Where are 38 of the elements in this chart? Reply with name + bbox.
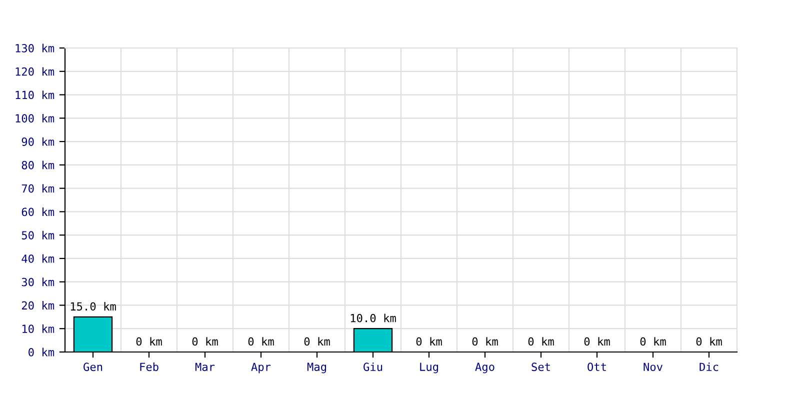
x-tick-label: Dic [700,362,718,372]
data-label: 15.0 km [70,302,116,311]
y-tick-label: 30 km [22,278,54,286]
x-tick-label: Ago [475,362,494,374]
x-tick-label: Feb [140,362,158,372]
y-tick-label: 90 km [22,137,54,146]
x-tick-label: Mar [195,362,215,372]
data-label: 0 km [528,337,554,346]
x-tick-label: Giu [364,362,382,372]
y-tick-label: 60 km [22,208,54,216]
data-label: 0 km [472,337,498,346]
data-label: 0 km [696,337,722,346]
data-label: 0 km [192,337,218,346]
y-tick-label: 80 km [22,160,54,170]
y-tick-label: 10 km [22,324,54,334]
y-tick-label: 110 km [16,90,54,100]
data-label: 0 km [248,337,274,346]
x-tick-label: Mag [307,362,326,374]
y-tick-label: 20 km [22,301,54,310]
x-tick-label: Set [532,362,550,372]
x-tick-label: Nov [644,362,662,372]
y-tick-label: 0 km [28,348,54,356]
data-label: 0 km [640,337,666,346]
data-label: 10.0 km [350,314,396,322]
data-label: 0 km [136,337,162,346]
data-label: 0 km [584,337,610,346]
y-tick-label: 120 km [16,67,54,76]
x-tick-label: Lug [420,362,438,374]
data-label: 0 km [304,337,330,346]
x-tick-label: Apr [251,362,271,374]
x-tick-label: Gen [84,362,102,372]
y-tick-label: 70 km [22,184,54,193]
data-label: 0 km [416,337,442,346]
y-tick-label: 40 km [22,254,54,263]
y-tick-label: 50 km [22,230,54,240]
x-tick-label: Ott [588,362,606,372]
y-tick-label: 130 km [16,44,54,52]
y-tick-label: 100 km [16,114,54,123]
